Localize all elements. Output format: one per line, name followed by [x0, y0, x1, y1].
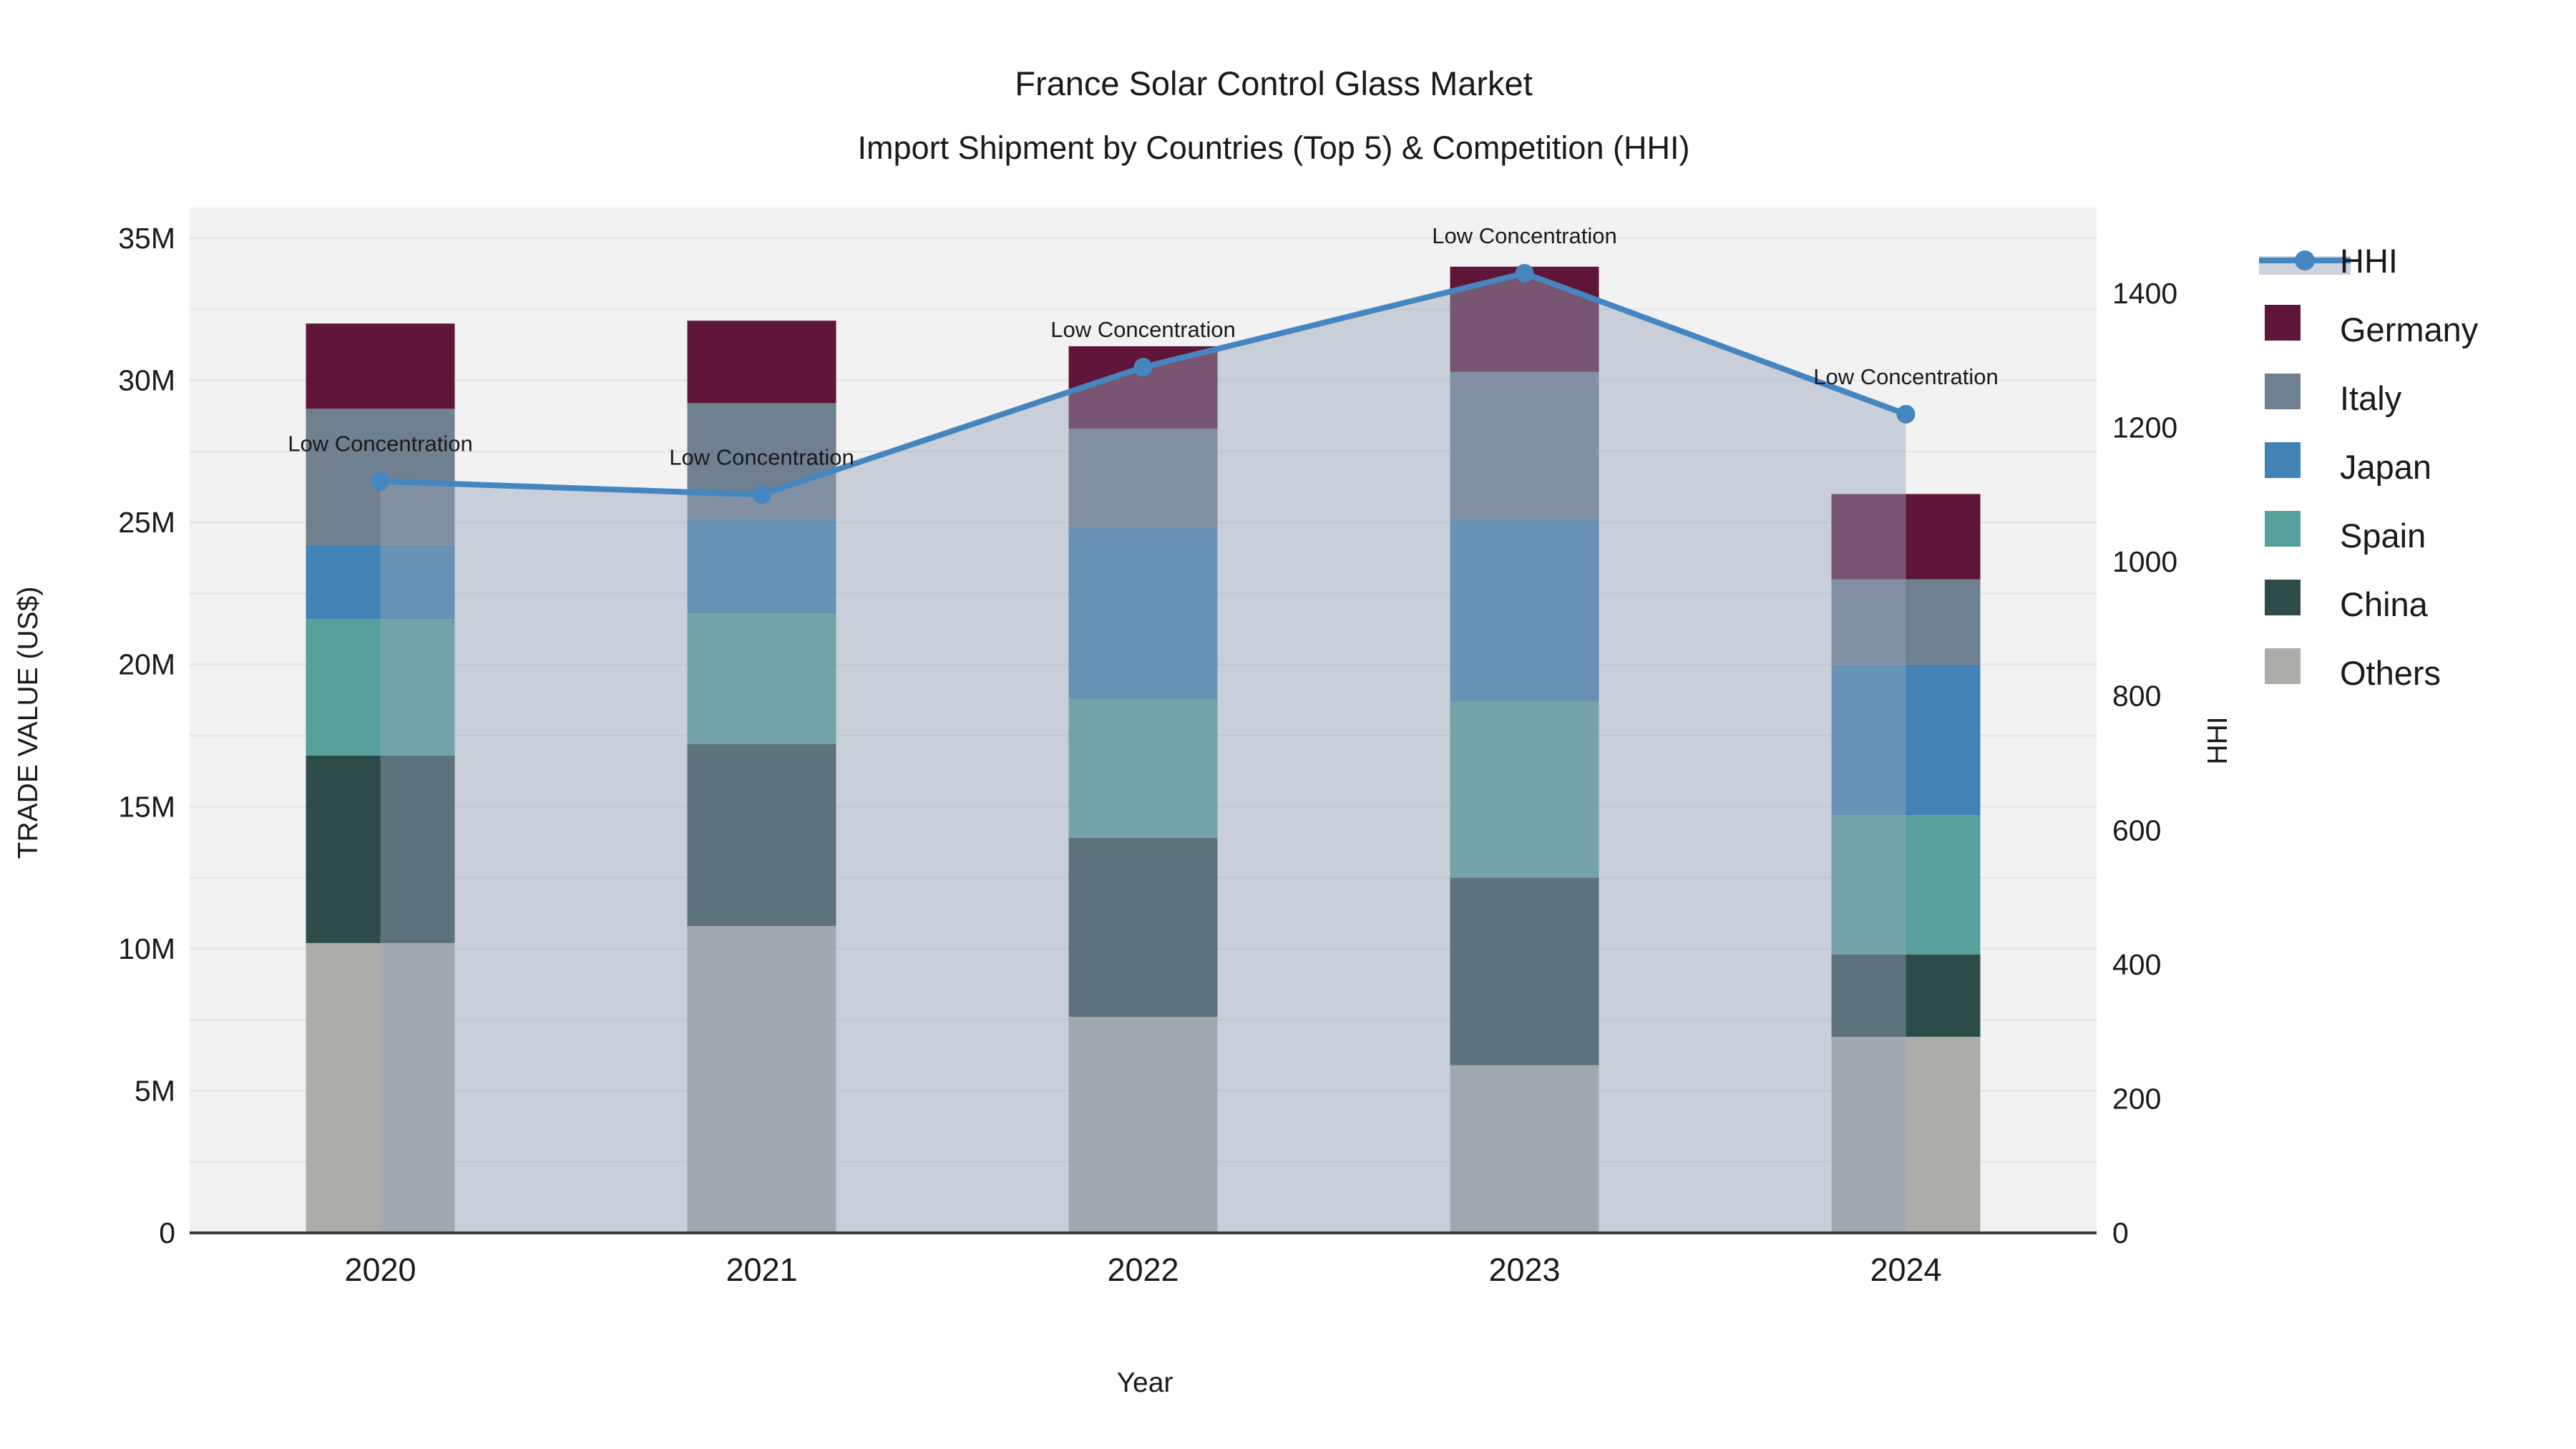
bar-layer: [306, 266, 1981, 1233]
bar-segment-2022-china[interactable]: [1068, 837, 1218, 1018]
left-axis-tick-10M: 10M: [118, 932, 175, 965]
legend-item-others[interactable]: Others: [2265, 648, 2441, 692]
hhi-marker-2021[interactable]: [752, 485, 771, 504]
left-axis-tick-15M: 15M: [118, 790, 175, 823]
bar-2022[interactable]: [1068, 346, 1218, 1233]
legend-label-japan: Japan: [2340, 448, 2431, 486]
legend-swatch-others: [2265, 648, 2301, 684]
bar-2021[interactable]: [687, 321, 836, 1233]
bar-segment-2022-italy[interactable]: [1068, 429, 1218, 529]
hhi-area-fill: [380, 273, 1906, 1234]
right-axis-tick-800: 800: [2112, 680, 2161, 713]
x-axis-tick-2023: 2023: [1488, 1252, 1560, 1288]
legend-swatch-italy: [2265, 374, 2301, 409]
legend: HHI Germany Italy Japan Spain China Others: [2259, 242, 2479, 692]
legend-swatch-japan: [2265, 442, 2301, 478]
bar-segment-2021-japan[interactable]: [687, 519, 836, 614]
hhi-area-fill-layer: [380, 273, 1906, 1234]
legend-label-others: Others: [2340, 654, 2441, 692]
bar-segment-2024-china[interactable]: [1831, 954, 1981, 1037]
bar-segment-2024-spain[interactable]: [1831, 815, 1981, 955]
legend-swatch-germany: [2265, 305, 2301, 341]
hhi-marker-2023[interactable]: [1515, 263, 1534, 283]
legend-swatch-china: [2265, 580, 2301, 615]
axis-layer: 0 5M 10M 15M 20M 25M 30M 35M 0 200 400 600 800 1000 12…: [118, 222, 2177, 1288]
bar-segment-2022-spain[interactable]: [1068, 698, 1218, 838]
bar-segment-2024-japan[interactable]: [1831, 664, 1981, 816]
bar-segment-2023-italy[interactable]: [1450, 371, 1599, 520]
legend-item-japan[interactable]: Japan: [2265, 442, 2431, 486]
legend-label-germany: Germany: [2340, 311, 2479, 348]
legend-swatch-spain: [2265, 511, 2301, 547]
legend-item-hhi[interactable]: HHI: [2259, 242, 2398, 280]
right-axis-tick-600: 600: [2112, 814, 2161, 847]
right-axis-tick-400: 400: [2112, 948, 2161, 981]
x-axis-tick-2020: 2020: [344, 1252, 416, 1288]
x-axis-tick-2024: 2024: [1870, 1252, 1941, 1288]
bar-segment-2024-germany[interactable]: [1831, 494, 1981, 580]
legend-item-spain[interactable]: Spain: [2265, 511, 2426, 555]
left-axis-tick-35M: 35M: [118, 222, 175, 255]
hhi-line-layer: [371, 263, 1916, 504]
annotation-2023: Low Concentration: [1432, 223, 1617, 248]
chart-title-line1: France Solar Control Glass Market: [1015, 64, 1533, 102]
bar-segment-2023-others[interactable]: [1450, 1065, 1599, 1233]
annotation-2021: Low Concentration: [669, 444, 854, 469]
bar-segment-2020-others[interactable]: [306, 942, 455, 1233]
left-axis-tick-0: 0: [159, 1216, 175, 1249]
legend-label-spain: Spain: [2340, 517, 2426, 555]
legend-item-china[interactable]: China: [2265, 580, 2429, 623]
hhi-marker-2022[interactable]: [1133, 358, 1153, 377]
bar-segment-2021-germany[interactable]: [687, 321, 836, 404]
right-axis-tick-1400: 1400: [2112, 277, 2177, 310]
bar-2024[interactable]: [1831, 494, 1981, 1233]
legend-item-italy[interactable]: Italy: [2265, 374, 2402, 417]
chart-title-line2: Import Shipment by Countries (Top 5) & C…: [858, 130, 1690, 166]
annotation-2022: Low Concentration: [1050, 317, 1236, 342]
legend-item-germany[interactable]: Germany: [2265, 305, 2479, 348]
annotation-2020: Low Concentration: [288, 431, 473, 457]
left-axis-title: TRADE VALUE (US$): [13, 587, 44, 859]
right-axis-tick-1200: 1200: [2112, 411, 2177, 444]
right-axis-title: HHI: [2202, 716, 2233, 764]
x-axis-tick-2021: 2021: [726, 1252, 797, 1288]
bar-segment-2021-china[interactable]: [687, 743, 836, 927]
bar-segment-2023-japan[interactable]: [1450, 519, 1599, 702]
left-axis-tick-20M: 20M: [118, 648, 175, 681]
bar-segment-2022-japan[interactable]: [1068, 528, 1218, 699]
right-axis-tick-0: 0: [2112, 1216, 2129, 1249]
hhi-marker-2020[interactable]: [371, 472, 390, 491]
bar-segment-2020-china[interactable]: [306, 755, 455, 943]
bar-segment-2022-others[interactable]: [1068, 1017, 1218, 1233]
bar-segment-2023-china[interactable]: [1450, 877, 1599, 1065]
x-axis-tick-2022: 2022: [1107, 1252, 1179, 1288]
bar-segment-2020-spain[interactable]: [306, 619, 455, 756]
hhi-marker-2024[interactable]: [1896, 404, 1916, 424]
bar-segment-2024-italy[interactable]: [1831, 579, 1981, 665]
bar-2023[interactable]: [1450, 266, 1599, 1233]
left-axis-tick-5M: 5M: [135, 1074, 175, 1107]
legend-label-hhi: HHI: [2340, 242, 2398, 280]
x-axis-title: Year: [1117, 1367, 1174, 1398]
bar-segment-2024-others[interactable]: [1831, 1036, 1981, 1233]
right-axis-tick-200: 200: [2112, 1082, 2161, 1115]
bar-segment-2020-germany[interactable]: [306, 323, 455, 409]
annotation-2024: Low Concentration: [1813, 364, 1999, 389]
annotation-layer: Low Concentration Low Concentration Low Co…: [288, 223, 1999, 469]
legend-label-china: China: [2340, 585, 2429, 623]
left-axis-tick-25M: 25M: [118, 506, 175, 539]
bar-segment-2021-others[interactable]: [687, 926, 836, 1233]
bar-segment-2021-spain[interactable]: [687, 613, 836, 744]
bar-segment-2023-spain[interactable]: [1450, 701, 1599, 878]
right-axis-tick-1000: 1000: [2112, 545, 2177, 578]
bar-segment-2020-japan[interactable]: [306, 545, 455, 620]
legend-label-italy: Italy: [2340, 379, 2402, 417]
hhi-legend-marker: [2295, 250, 2315, 270]
left-axis-tick-30M: 30M: [118, 364, 175, 397]
